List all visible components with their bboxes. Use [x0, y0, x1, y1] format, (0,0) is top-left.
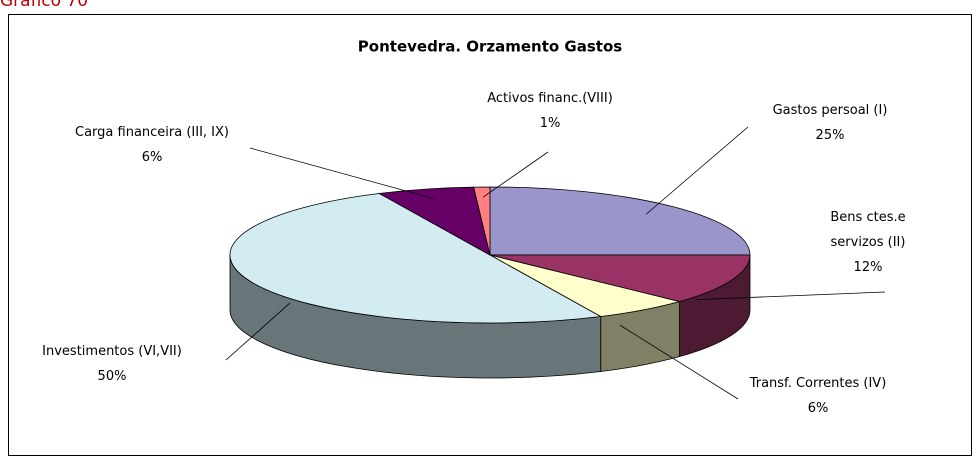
- label-name: Transf. Correntes (IV): [749, 376, 887, 391]
- label-value: 50%: [97, 369, 127, 384]
- caption: Gráfico 70: [0, 0, 89, 11]
- label-name: Investimentos (VI,VII): [42, 344, 182, 359]
- chart-title: Pontevedra. Orzamento Gastos: [358, 38, 622, 56]
- label-value: 25%: [815, 128, 845, 143]
- label-name: Carga financeira (III, IX): [75, 125, 229, 140]
- label-name: Gastos persoal (I): [772, 103, 888, 118]
- label-value: 12%: [853, 260, 883, 275]
- leader-line: [646, 126, 749, 215]
- slice: [489, 254, 751, 302]
- data-label: Activos financ.(VIII) 1%: [460, 86, 640, 136]
- slice: [229, 193, 602, 324]
- label-value: 6%: [141, 150, 163, 165]
- data-label: Bens ctes.e servizos (II) 12%: [803, 205, 933, 280]
- slice: [489, 186, 751, 256]
- label-name: Bens ctes.e servizos (II): [830, 210, 906, 250]
- label-value: 1%: [539, 116, 561, 131]
- data-label: Transf. Correntes (IV) 6%: [733, 371, 903, 421]
- slice: [473, 186, 491, 256]
- data-label: Carga financeira (III, IX) 6%: [42, 120, 262, 170]
- leader-line: [619, 324, 739, 400]
- label-value: 6%: [807, 401, 829, 416]
- label-name: Activos financ.(VIII): [487, 91, 613, 106]
- leader-line: [482, 151, 549, 198]
- leader-line: [249, 147, 436, 200]
- leader-line: [225, 302, 291, 361]
- leader-line: [695, 291, 886, 301]
- data-label: Investimentos (VI,VII) 50%: [12, 339, 212, 389]
- data-label: Gastos persoal (I) 25%: [750, 98, 910, 148]
